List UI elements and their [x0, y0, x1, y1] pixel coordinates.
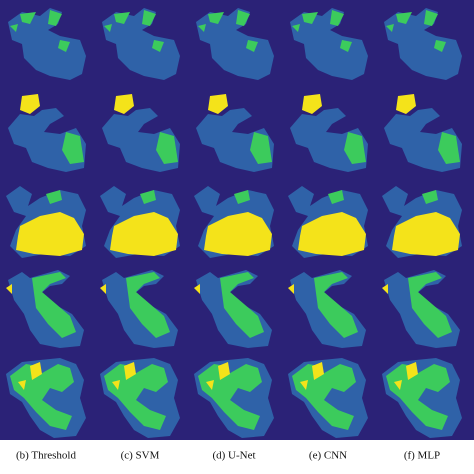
caption: (d) U-Net — [212, 450, 255, 462]
caption: (b) Threshold — [16, 450, 76, 462]
caption: (c) SVM — [121, 450, 160, 462]
caption: (f) MLP — [404, 450, 440, 462]
caption: (e) CNN — [309, 450, 347, 462]
